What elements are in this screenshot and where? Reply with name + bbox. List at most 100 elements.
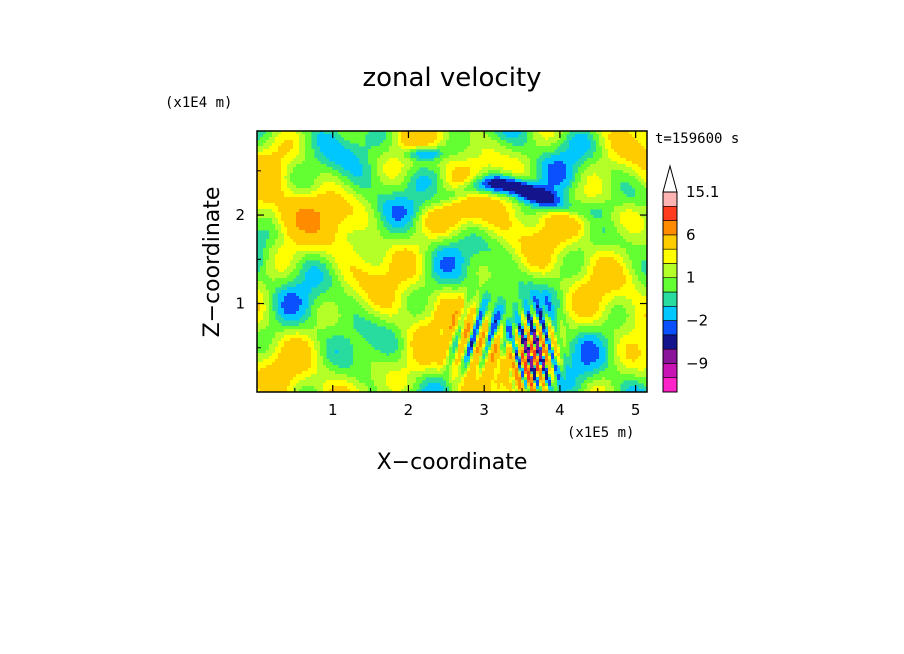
- field-cell: [287, 209, 291, 213]
- field-cell: [536, 182, 540, 186]
- field-cell: [368, 215, 372, 219]
- field-cell: [293, 191, 297, 195]
- field-cell: [605, 173, 609, 177]
- field-cell: [308, 248, 312, 252]
- field-cell: [635, 224, 639, 228]
- field-cell: [437, 251, 441, 255]
- field-cell: [524, 200, 528, 204]
- field-cell: [344, 188, 348, 192]
- field-cell: [437, 167, 441, 171]
- field-cell: [458, 179, 462, 183]
- field-cell: [551, 257, 555, 261]
- field-cell: [602, 176, 606, 180]
- field-cell: [362, 197, 366, 201]
- field-cell: [449, 206, 453, 210]
- field-cell: [293, 152, 297, 156]
- field-cell: [569, 143, 573, 147]
- field-cell: [296, 131, 300, 135]
- field-cell: [302, 239, 306, 243]
- field-cell: [410, 146, 414, 150]
- field-cell: [527, 194, 531, 198]
- field-cell: [455, 143, 459, 147]
- field-cell: [572, 203, 576, 207]
- field-cell: [566, 149, 570, 153]
- field-cell: [272, 143, 276, 147]
- field-cell: [530, 227, 534, 231]
- field-cell: [344, 203, 348, 207]
- field-cell: [296, 260, 300, 264]
- field-cell: [386, 230, 390, 234]
- field-cell: [545, 185, 549, 189]
- field-cell: [377, 173, 381, 177]
- field-cell: [512, 242, 516, 246]
- field-cell: [326, 254, 330, 258]
- field-cell: [332, 179, 336, 183]
- field-cell: [305, 212, 309, 216]
- field-cell: [425, 155, 429, 159]
- field-cell: [440, 215, 444, 219]
- field-cell: [317, 254, 321, 258]
- field-cell: [536, 203, 540, 207]
- field-cell: [323, 149, 327, 153]
- field-cell: [512, 158, 516, 162]
- field-cell: [323, 215, 327, 219]
- field-cell: [305, 224, 309, 228]
- field-cell: [569, 236, 573, 240]
- field-cell: [446, 221, 450, 225]
- field-cell: [641, 170, 645, 174]
- field-cell: [407, 233, 411, 237]
- field-cell: [431, 137, 435, 141]
- field-cell: [422, 182, 426, 186]
- field-cell: [287, 233, 291, 237]
- field-cell: [620, 230, 624, 234]
- field-cell: [467, 173, 471, 177]
- field-cell: [365, 254, 369, 258]
- field-cell: [470, 215, 474, 219]
- field-cell: [530, 185, 534, 189]
- field-cell: [515, 170, 519, 174]
- field-cell: [305, 176, 309, 180]
- field-cell: [614, 248, 618, 252]
- field-cell: [509, 212, 513, 216]
- field-cell: [596, 200, 600, 204]
- field-cell: [305, 164, 309, 168]
- field-cell: [596, 242, 600, 246]
- field-cell: [608, 212, 612, 216]
- field-cell: [362, 245, 366, 249]
- field-cell: [629, 161, 633, 165]
- field-cell: [500, 257, 504, 261]
- field-cell: [455, 167, 459, 171]
- field-cell: [305, 182, 309, 186]
- field-cell: [317, 233, 321, 237]
- field-cell: [383, 245, 387, 249]
- field-cell: [620, 239, 624, 243]
- field-cell: [494, 209, 498, 213]
- field-cell: [464, 152, 468, 156]
- field-cell: [461, 140, 465, 144]
- field-cell: [545, 173, 549, 177]
- field-cell: [443, 260, 447, 264]
- field-cell: [326, 152, 330, 156]
- field-cell: [293, 131, 297, 135]
- field-cell: [470, 206, 474, 210]
- field-cell: [455, 131, 459, 135]
- field-cell: [392, 167, 396, 171]
- field-cell: [485, 239, 489, 243]
- field-cell: [404, 149, 408, 153]
- field-cell: [608, 158, 612, 162]
- field-cell: [536, 209, 540, 213]
- field-cell: [539, 221, 543, 225]
- field-cell: [440, 143, 444, 147]
- field-cell: [587, 164, 591, 168]
- field-cell: [425, 239, 429, 243]
- field-cell: [371, 209, 375, 213]
- field-cell: [644, 191, 647, 195]
- field-cell: [332, 245, 336, 249]
- field-cell: [296, 143, 300, 147]
- field-cell: [266, 158, 270, 162]
- field-cell: [494, 152, 498, 156]
- field-cell: [263, 188, 267, 192]
- field-cell: [530, 212, 534, 216]
- field-cell: [512, 233, 516, 237]
- field-cell: [395, 170, 399, 174]
